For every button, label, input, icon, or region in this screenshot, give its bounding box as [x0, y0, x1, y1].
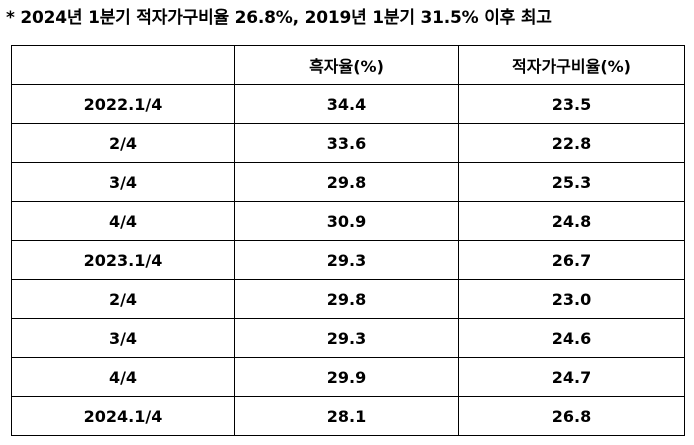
period-cell: 2024.1/4 — [11, 396, 235, 436]
deficit-cell: 24.8 — [458, 201, 685, 241]
surplus-cell: 29.3 — [234, 318, 459, 358]
deficit-cell: 24.6 — [458, 318, 685, 358]
header-surplus-rate: 흑자율(%) — [234, 45, 459, 85]
deficit-cell: 26.7 — [458, 240, 685, 280]
surplus-cell: 29.3 — [234, 240, 459, 280]
deficit-cell: 23.0 — [458, 279, 685, 319]
table-row: 3/4 29.8 25.3 — [11, 162, 685, 202]
deficit-cell: 22.8 — [458, 123, 685, 163]
header-deficit-household-ratio: 적자가구비율(%) — [458, 45, 685, 85]
period-cell: 2/4 — [11, 279, 235, 319]
period-cell: 3/4 — [11, 162, 235, 202]
surplus-cell: 34.4 — [234, 84, 459, 124]
deficit-cell: 26.8 — [458, 396, 685, 436]
table-row: 4/4 29.9 24.7 — [11, 357, 685, 397]
table-caption: * 2024년 1분기 적자가구비율 26.8%, 2019년 1분기 31.5… — [6, 8, 552, 28]
table-row: 2023.1/4 29.3 26.7 — [11, 240, 685, 280]
period-cell: 2023.1/4 — [11, 240, 235, 280]
surplus-cell: 33.6 — [234, 123, 459, 163]
period-cell: 4/4 — [11, 201, 235, 241]
surplus-cell: 29.8 — [234, 162, 459, 202]
surplus-cell: 29.9 — [234, 357, 459, 397]
deficit-cell: 25.3 — [458, 162, 685, 202]
table-row: 2024.1/4 28.1 26.8 — [11, 396, 685, 436]
table-row: 3/4 29.3 24.6 — [11, 318, 685, 358]
deficit-cell: 24.7 — [458, 357, 685, 397]
data-table: 흑자율(%) 적자가구비율(%) 2022.1/4 34.4 23.5 2/4 … — [11, 45, 685, 436]
period-cell: 2/4 — [11, 123, 235, 163]
period-cell: 4/4 — [11, 357, 235, 397]
deficit-cell: 23.5 — [458, 84, 685, 124]
table-row: 4/4 30.9 24.8 — [11, 201, 685, 241]
surplus-cell: 28.1 — [234, 396, 459, 436]
table-row: 2/4 29.8 23.0 — [11, 279, 685, 319]
surplus-cell: 29.8 — [234, 279, 459, 319]
period-cell: 2022.1/4 — [11, 84, 235, 124]
period-cell: 3/4 — [11, 318, 235, 358]
table-row: 2022.1/4 34.4 23.5 — [11, 84, 685, 124]
surplus-cell: 30.9 — [234, 201, 459, 241]
header-period — [11, 45, 235, 85]
header-row: 흑자율(%) 적자가구비율(%) — [11, 45, 685, 85]
table-row: 2/4 33.6 22.8 — [11, 123, 685, 163]
